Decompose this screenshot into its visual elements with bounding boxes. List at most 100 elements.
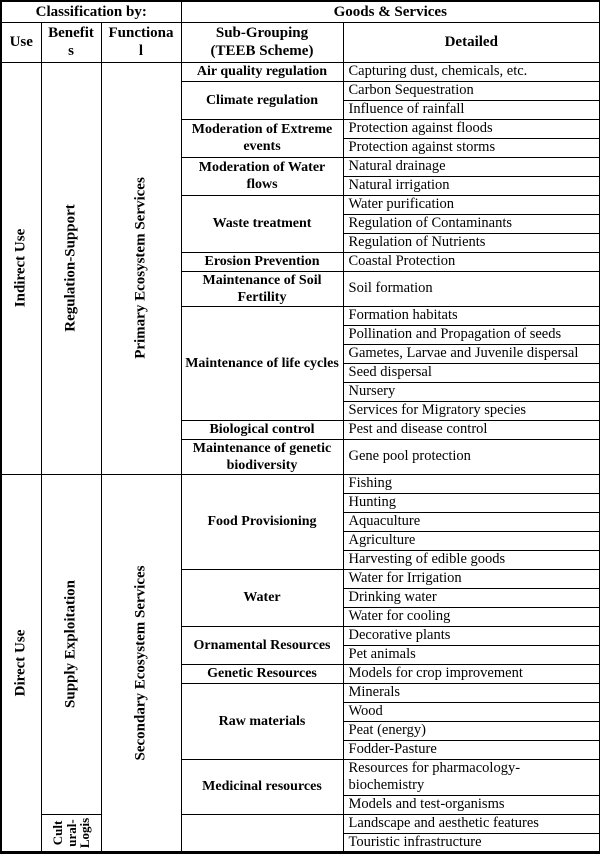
subgroup-cell: Waste treatment xyxy=(180,194,344,253)
table-row: Regulation of Contaminants xyxy=(1,213,600,234)
detail-cell: Drinking water xyxy=(342,587,600,608)
col-header-use: Use xyxy=(0,21,42,63)
functional-cell-0-label: Primary Ecosystem Services xyxy=(132,177,149,359)
table-row: Harvesting of edible goods xyxy=(1,549,600,570)
table-body: Indirect Use Regulation-Support Primary Ec… xyxy=(0,61,600,853)
detail-cell: Pest and disease control xyxy=(342,419,600,440)
detail-cell: Capturing dust, chemicals, etc. xyxy=(342,61,600,82)
table-header: Classification by: Goods & Services Use … xyxy=(0,0,600,63)
table-row: Maintenance of life cycles Formation habi… xyxy=(1,305,600,421)
subgroup-cell: Maintenance of genetic biodiversity xyxy=(180,438,344,475)
table-row: Nursery xyxy=(1,381,600,402)
benefits-cell-1: Supply Exploitation xyxy=(40,473,102,815)
detail-cell: Natural irrigation xyxy=(342,175,600,196)
table-row: Fodder-Pasture xyxy=(1,739,600,760)
subgroup-cell: Moderation of Extreme events xyxy=(180,118,344,158)
detail-cell: Influence of rainfall xyxy=(342,99,600,120)
subgroup-cell: Ornamental Resources xyxy=(180,625,344,665)
benefits-cell-1-label: Cult ural- Logis xyxy=(49,817,92,848)
table-row: Indirect Use Regulation-Support Primary Ec… xyxy=(0,61,600,475)
detail-cell: Aquaculture xyxy=(342,511,600,532)
detail-cell: Models for crop improvement xyxy=(342,663,600,684)
subgroup-cell: Erosion Prevention xyxy=(180,251,344,272)
benefits-cell-0-label: Regulation-Support xyxy=(62,204,79,332)
detail-cell: Water for cooling xyxy=(342,606,600,627)
subgroup-cell: Biological control xyxy=(180,419,344,440)
detail-cell: Gametes, Larvae and Juvenile dispersal xyxy=(342,343,600,364)
table-row: Cult ural- Logis Landscape and aesthetic … xyxy=(1,813,600,853)
detail-cell: Formation habitats xyxy=(342,305,600,326)
table-row: Ornamental Resources Decorative plants xyxy=(1,625,600,665)
detail-cell: Minerals xyxy=(342,682,600,703)
table-row: Models and test-organisms xyxy=(1,794,600,815)
detail-cell: Decorative plants xyxy=(342,625,600,646)
detail-cell: Regulation of Contaminants xyxy=(342,213,600,234)
subgroup-cell: Air quality regulation xyxy=(180,61,344,82)
table-row: Agriculture xyxy=(1,530,600,551)
detail-cell: Natural drainage xyxy=(342,156,600,177)
detail-cell: Pollination and Propagation of seeds xyxy=(342,324,600,345)
header-row-top: Classification by: Goods & Services xyxy=(0,0,600,23)
detail-cell: Nursery xyxy=(342,381,600,402)
use-cell-0: Indirect Use xyxy=(0,61,42,475)
table-row: Direct Use Supply Exploitation Secondary E… xyxy=(0,473,600,853)
detail-cell: Models and test-organisms xyxy=(342,794,600,815)
detail-cell: Resources for pharmacology-biochemistry xyxy=(342,758,600,796)
functional-cell-1-label: Secondary Ecosystem Services xyxy=(132,565,149,761)
table-row: Climate regulation Carbon Sequestration xyxy=(1,80,600,120)
table-row: Hunting xyxy=(1,492,600,513)
detail-cell: Protection against storms xyxy=(342,137,600,158)
detail-cell: Agriculture xyxy=(342,530,600,551)
detail-cell: Water purification xyxy=(342,194,600,215)
table-row: Water Water for Irrigation xyxy=(1,568,600,627)
detail-cell: Coastal Protection xyxy=(342,251,600,272)
detail-cell: Gene pool protection xyxy=(342,438,600,475)
use-cell-1: Direct Use xyxy=(0,473,42,853)
subgroup-cell: Moderation of Water flows xyxy=(180,156,344,196)
detail-cell: Services for Migratory species xyxy=(342,400,600,421)
table-row: Maintenance of genetic biodiversity Gene … xyxy=(1,438,600,475)
functional-cell-0: Primary Ecosystem Services xyxy=(100,61,182,475)
col-header-subgrouping: Sub-Grouping (TEEB Scheme) xyxy=(180,21,344,63)
detail-cell: Fishing xyxy=(342,473,600,494)
use-cell-0-label: Indirect Use xyxy=(12,228,29,308)
col-header-functional: Functiona l xyxy=(100,21,182,63)
col-header-benefits: Benefit s xyxy=(40,21,102,63)
detail-cell: Carbon Sequestration xyxy=(342,80,600,101)
table-row: Biological control Pest and disease contr… xyxy=(1,419,600,440)
subgroup-cell: Genetic Resources xyxy=(180,663,344,684)
detail-cell: Protection against floods xyxy=(342,118,600,139)
subgroup-cell: Maintenance of life cycles xyxy=(180,305,344,421)
subgroup-cell: Medicinal resources xyxy=(180,758,344,815)
benefits-cell-1: Cult ural- Logis xyxy=(40,813,102,853)
table-row: Drinking water xyxy=(1,587,600,608)
table-row: Genetic Resources Models for crop improve… xyxy=(1,663,600,684)
detail-cell: Touristic infrastructure xyxy=(342,832,600,853)
table-row: Wood xyxy=(1,701,600,722)
header-classification-by: Classification by: xyxy=(0,0,182,23)
detail-cell: Hunting xyxy=(342,492,600,513)
subgroup-cell: Climate regulation xyxy=(180,80,344,120)
table-row: Pollination and Propagation of seeds xyxy=(1,324,600,345)
header-goods-services: Goods & Services xyxy=(180,0,600,23)
detail-cell: Water for Irrigation xyxy=(342,568,600,589)
benefits-cell-1-label: Supply Exploitation xyxy=(62,580,79,708)
detail-cell: Wood xyxy=(342,701,600,722)
table-row: Medicinal resources Resources for pharmac… xyxy=(1,758,600,815)
detail-cell: Pet animals xyxy=(342,644,600,665)
subgroup-cell: Food Provisioning xyxy=(180,473,344,570)
functional-cell-1: Secondary Ecosystem Services xyxy=(100,473,182,853)
detail-cell: Fodder-Pasture xyxy=(342,739,600,760)
table-row: Natural irrigation xyxy=(1,175,600,196)
col-header-detailed: Detailed xyxy=(342,21,600,63)
subgroup-cell: Water xyxy=(180,568,344,627)
detail-cell: Landscape and aesthetic features xyxy=(342,813,600,834)
use-cell-1-label: Direct Use xyxy=(12,629,29,697)
detail-cell: Harvesting of edible goods xyxy=(342,549,600,570)
subgroup-cell: Raw materials xyxy=(180,682,344,760)
table-row: Moderation of Extreme events Protection a… xyxy=(1,118,600,158)
detail-cell: Regulation of Nutrients xyxy=(342,232,600,253)
subgroup-cell: Maintenance of Soil Fertility xyxy=(180,270,344,307)
